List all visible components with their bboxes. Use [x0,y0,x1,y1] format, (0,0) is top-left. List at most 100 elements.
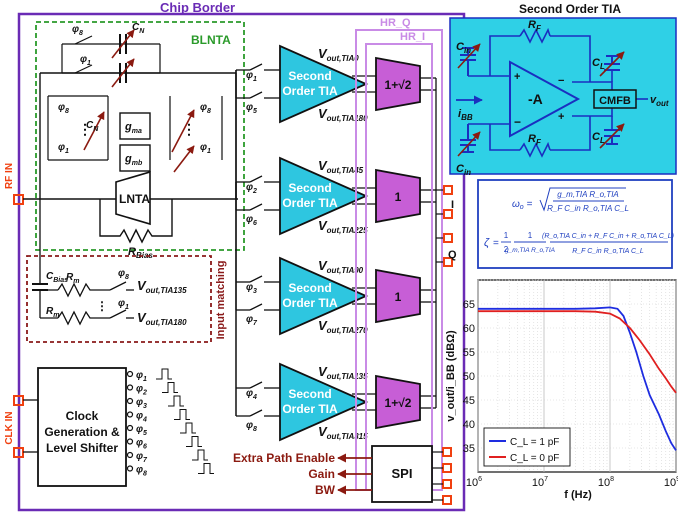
left-bank-cn: CN [86,120,99,133]
spi-out-bw: BW [315,483,336,497]
clock-phase-terminal [126,451,134,459]
tia-switch [249,275,263,283]
tia-label-line-1: Second [288,181,331,195]
chart-legend [483,427,571,467]
cin-cap-top [460,47,476,76]
hr-combiner [375,268,421,324]
clock-phase-label: φ8 [136,465,147,478]
tia-vout-top: Vout,TIA45 [318,158,364,175]
tia-switch-phi-a: φ3 [246,282,257,295]
rm-switch-1 [109,281,127,291]
input-matching-box [26,255,212,343]
gmb-block [119,144,151,172]
chip-border-label: Chip Border [160,0,235,15]
chart-y-axis-label: v_out/i_BB (dBΩ) [445,330,457,422]
chart-x-tick-label: 106 [466,476,482,489]
i-output-label: I [451,199,454,211]
tia-label-line-2: Order TIA [282,84,338,98]
right-bank-arrow-2 [173,145,195,173]
rf-in-label: RF IN [4,163,15,189]
chart-series-line-2 [478,310,677,394]
tia-schematic-amp-label: -A [528,91,543,107]
svg-text:2: 2 [504,245,509,254]
svg-text:1: 1 [528,231,533,240]
spi-label: SPI [392,466,413,481]
cin-bot-arrow [457,131,481,157]
rm-switch-2 [109,309,127,319]
chart-legend-label: C_L = 1 pF [510,437,559,448]
svg-text:g_m,TIA R_o,TIA: g_m,TIA R_o,TIA [557,190,619,199]
second-order-tia [279,362,369,442]
vout-tia180-im: Vout,TIA180 [137,310,187,327]
hr-combiner-weight: 1+√2 [385,396,412,410]
clock-phase-terminal [126,370,134,378]
hr-combiner [375,168,421,224]
phi1-top-label: φ1 [80,54,91,67]
chart-y-tick-label: 40 [463,419,475,431]
gmb-label: gmb [124,153,143,167]
cin-bot-label: Cin [456,163,471,177]
clock-phase-waveform [186,436,202,447]
phi8-top-label: φ8 [72,24,83,37]
spi-pads [432,447,452,505]
switch-phi8-top [74,35,93,45]
left-bank-arrow [83,111,105,151]
cl-top-label: CL [592,57,605,71]
blnta-box [35,21,245,251]
tia-switch-phi-b: φ8 [246,420,257,433]
omega-equation: ωo = g_m,TIA R_o,TIA R_F C_in R_o,TIA C_… [512,187,629,213]
vout-tia135-im: Vout,TIA135 [137,278,187,295]
clock-phase-label: φ6 [136,438,147,451]
clock-gen-block [37,367,127,487]
clock-phase-waveform [192,449,208,461]
clock-phase-label: φ2 [136,384,147,397]
cn-mid-arrow [111,58,135,88]
tia-vout-top: Vout,TIA135 [318,364,368,381]
chip-border [17,12,466,512]
clock-phase-terminal [126,411,134,418]
tia-label-line-2: Order TIA [282,402,338,416]
rf-label-top: RF [528,19,542,33]
chart-y-tick-label: 65 [463,299,475,311]
svg-text:ζ: ζ [484,237,490,249]
spi-out-extra: Extra Path Enable [233,451,335,465]
tia-label-line-1: Second [288,69,331,83]
right-bank-phi1: φ1 [200,142,211,155]
clock-phase-label: φ1 [136,370,147,383]
tia-schematic-amp [509,60,581,138]
tia-switch [249,91,263,99]
chart-y-tick-label: 60 [463,323,475,335]
clock-phase-terminal [126,438,134,445]
clock-gen-line-1: Clock [66,409,99,423]
cn-top-label: CN [132,22,145,35]
clock-phase-terminal [126,424,134,432]
hr-combiner [375,56,421,112]
tia-switch-phi-a: φ4 [246,388,257,401]
gma-block [119,112,151,140]
rf-label-bot: RF [528,133,542,147]
chart-y-tick-label: 50 [463,371,475,383]
tia-vout-top: Vout,TIA0 [318,46,359,63]
clk-in-label: CLK IN [4,411,15,444]
tia-switch [249,409,263,417]
clock-phase-label: φ3 [136,397,147,410]
right-bank-phi8: φ8 [200,102,211,115]
svg-text:R_F C_in R_o,TIA C_L: R_F C_in R_o,TIA C_L [572,248,644,255]
cin-top-arrow [457,43,481,69]
tia-label-line-1: Second [288,387,331,401]
right-bank-arrow [171,109,195,153]
svg-text:(R_o,TIA C_in + R_F C_in + R_o: (R_o,TIA C_in + R_F C_in + R_o,TIA C_L) [542,233,674,240]
hr-i-label: HR_I [400,31,425,43]
tia-switch-phi-b: φ5 [246,102,257,115]
tia-switch-phi-a: φ1 [246,70,257,83]
clock-phase-label: φ4 [136,411,147,424]
hr-combiner-weight: 1 [395,290,402,304]
equation-box [477,179,673,269]
clock-phase-waveform [156,368,172,380]
amp-minus-in: − [514,115,521,129]
tia-switch-phi-b: φ6 [246,214,257,227]
svg-text:R_F C_in R_o,TIA C_L: R_F C_in R_o,TIA C_L [547,204,629,213]
svg-text:g_m,TIA R_o,TIA: g_m,TIA R_o,TIA [505,247,555,254]
